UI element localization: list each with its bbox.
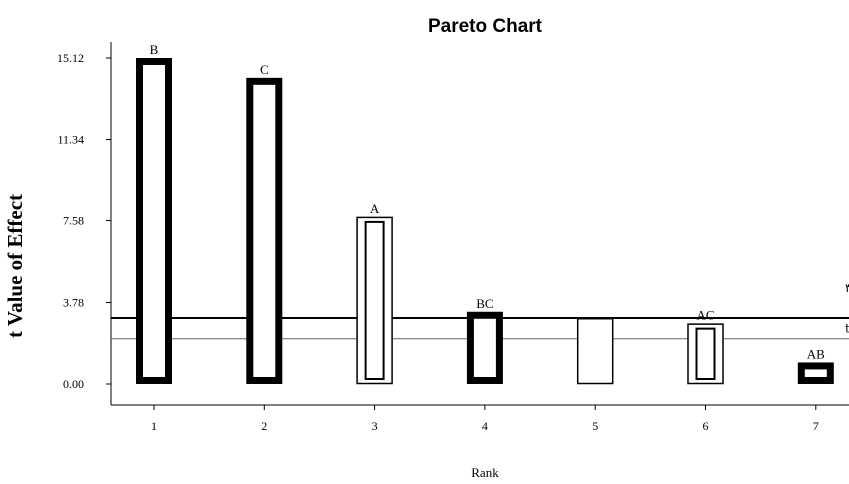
- bar-label: AC: [696, 308, 714, 323]
- x-tick-label: 1: [151, 419, 157, 433]
- bar: [466, 311, 503, 385]
- bar-label: AB: [807, 346, 825, 361]
- y-tick-label: 0.00: [63, 377, 84, 391]
- y-tick-label: 15.12: [57, 51, 84, 65]
- bar-label: A: [370, 201, 380, 216]
- x-tick-label: 3: [372, 419, 378, 433]
- limit-label: حدوده بن فرونی ۳/۰۶: [845, 281, 849, 295]
- bar-label: BC: [476, 296, 493, 311]
- x-tick-label: 6: [703, 419, 709, 433]
- x-tick-label: 2: [261, 419, 267, 433]
- y-tick-label: 7.58: [63, 214, 84, 228]
- limit-label: حدوده t-value ۲/۱: [845, 322, 849, 336]
- bar-label: C: [260, 62, 269, 77]
- x-tick-label: 4: [482, 419, 488, 433]
- bar: [797, 362, 834, 384]
- axes: [106, 42, 849, 410]
- chart-title: Pareto Chart: [428, 16, 543, 37]
- y-tick-label: 11.34: [57, 133, 84, 147]
- y-tick-label: 3.78: [63, 296, 84, 310]
- x-axis-label: Rank: [471, 465, 499, 480]
- bar-inner: [695, 327, 716, 381]
- bar-label: B: [150, 42, 159, 57]
- y-axis-label: t Value of Effect: [3, 194, 27, 338]
- tick-labels: 0.00 3.78 7.58 11.34 15.12 1 2 3 4 5 6 7: [57, 51, 819, 433]
- bar: [136, 58, 172, 384]
- bar: [576, 317, 614, 385]
- x-tick-label: 5: [592, 419, 598, 433]
- bar: [246, 77, 283, 385]
- bar-inner: [364, 220, 385, 380]
- x-tick-label: 7: [813, 419, 819, 433]
